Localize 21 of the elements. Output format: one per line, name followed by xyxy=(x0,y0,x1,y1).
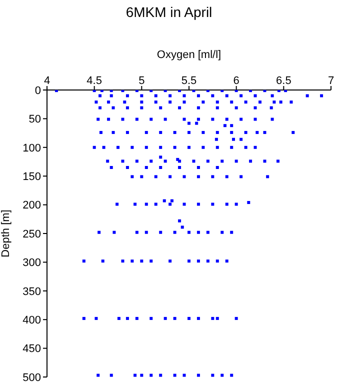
y-tick-label: 300 xyxy=(22,257,41,270)
x-tick-label: 7 xyxy=(328,75,334,87)
chart-title: 6MKM in April xyxy=(124,4,214,20)
y-tick-label: 250 xyxy=(22,228,41,240)
x-axis-title: Oxygen [ml/l] xyxy=(156,48,222,61)
y-axis-title: Depth [m] xyxy=(0,210,12,258)
y-tick-label: 400 xyxy=(22,314,41,327)
x-tick-label: 6 xyxy=(233,75,240,87)
y-tick-label: 500 xyxy=(22,372,41,384)
y-tick-label: 0 xyxy=(34,84,41,97)
x-tick-label: 5 xyxy=(138,75,145,87)
y-tick-label: 50 xyxy=(28,114,41,126)
x-tick-label: 4 xyxy=(44,75,50,87)
y-tick-label: 200 xyxy=(22,200,41,212)
x-tick-label: 4.5 xyxy=(86,75,102,87)
x-tick-label: 6.5 xyxy=(276,75,292,87)
y-tick-label: 350 xyxy=(22,286,41,298)
y-tick-label: 150 xyxy=(22,171,41,184)
y-tick-label: 450 xyxy=(22,343,41,356)
x-tick-label: 5.5 xyxy=(181,75,197,87)
y-tick-label: 100 xyxy=(22,142,41,154)
